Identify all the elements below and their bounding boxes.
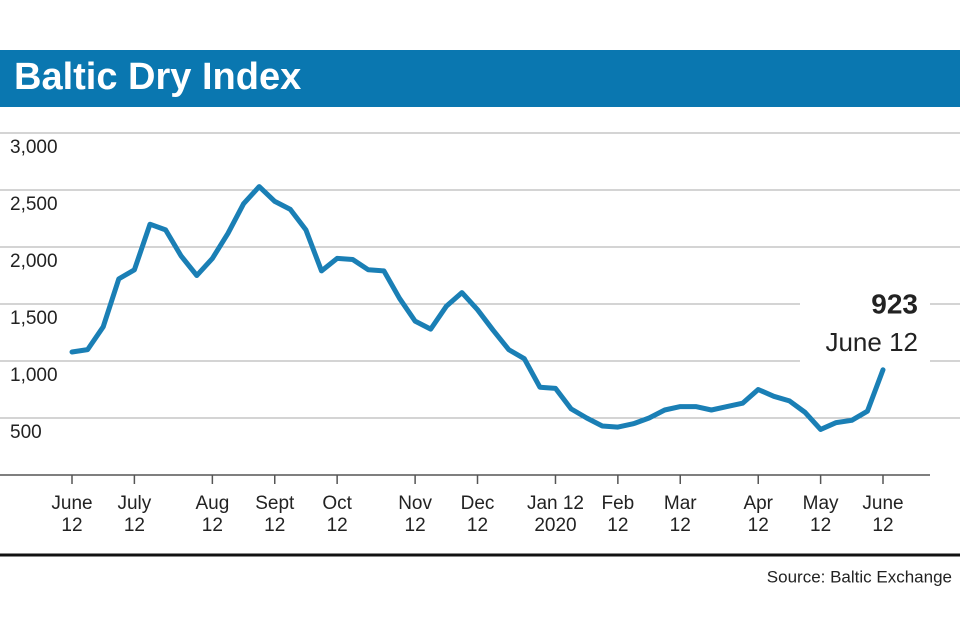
x-tick-label-line: Mar <box>664 493 697 514</box>
x-tick-label: Feb 12 <box>601 493 634 536</box>
x-tick-label-line: Aug <box>195 493 229 514</box>
source: Source: Baltic Exchange <box>767 567 952 586</box>
x-tick-label-line: 12 <box>670 515 691 536</box>
x-tick-label-line: Dec <box>461 493 495 514</box>
x-tick-label-line: 12 <box>467 515 488 536</box>
x-tick-label-line: 12 <box>264 515 285 536</box>
x-tick-label: Jan 12 2020 <box>527 493 584 536</box>
x-tick-label-line: June <box>51 493 92 514</box>
x-tick-label-line: 12 <box>124 515 145 536</box>
chart-title: Baltic Dry Index <box>14 56 301 98</box>
title-banner <box>0 50 960 107</box>
x-tick-label-line: May <box>803 493 839 514</box>
x-tick-label-line: 12 <box>872 515 893 536</box>
y-tick-label: 1,500 <box>10 308 58 329</box>
x-tick-label: Oct 12 <box>322 493 352 536</box>
end-value-label: 923 <box>871 288 918 319</box>
x-tick-label-line: 12 <box>748 515 769 536</box>
label-backdrop <box>800 290 930 365</box>
x-tick-label: Apr 12 <box>743 493 773 536</box>
x-tick-label: Nov 12 <box>398 493 432 536</box>
x-tick-label: Dec 12 <box>461 493 495 536</box>
x-tick-label: July 12 <box>117 493 151 536</box>
end-date-label: June 12 <box>825 327 918 357</box>
x-tick-label-line: Nov <box>398 493 432 514</box>
x-tick-label-line: 12 <box>61 515 82 536</box>
x-tick-label-line: 12 <box>810 515 831 536</box>
x-tick-label: Mar 12 <box>664 493 697 536</box>
y-tick-label: 2,000 <box>10 251 58 272</box>
x-tick-label-line: 12 <box>405 515 426 536</box>
y-tick-label: 3,000 <box>10 137 58 158</box>
y-tick-label: 2,500 <box>10 194 58 215</box>
x-tick-label-line: June <box>862 493 903 514</box>
x-tick-label-line: July <box>117 493 151 514</box>
x-tick-label: Sept 12 <box>255 493 295 536</box>
x-tick-label: June 12 <box>862 493 903 536</box>
x-tick-label-line: Apr <box>743 493 773 514</box>
line-series <box>69 184 886 432</box>
y-tick-label: 1,000 <box>10 365 58 386</box>
x-tick-label: Aug 12 <box>195 493 229 536</box>
x-tick-label-line: 12 <box>327 515 348 536</box>
x-tick-label: May 12 <box>803 493 839 536</box>
x-tick-label-line: 12 <box>607 515 628 536</box>
x-tick-label-line: Feb <box>601 493 634 514</box>
x-tick-label-line: 2020 <box>534 515 576 536</box>
x-tick-label-line: 12 <box>202 515 223 536</box>
x-tick-label-line: Oct <box>322 493 352 514</box>
x-tick-label-line: Sept <box>255 493 295 514</box>
y-tick-label: 500 <box>10 422 42 443</box>
x-tick-label-line: Jan 12 <box>527 493 584 514</box>
x-tick-label: June 12 <box>51 493 92 536</box>
